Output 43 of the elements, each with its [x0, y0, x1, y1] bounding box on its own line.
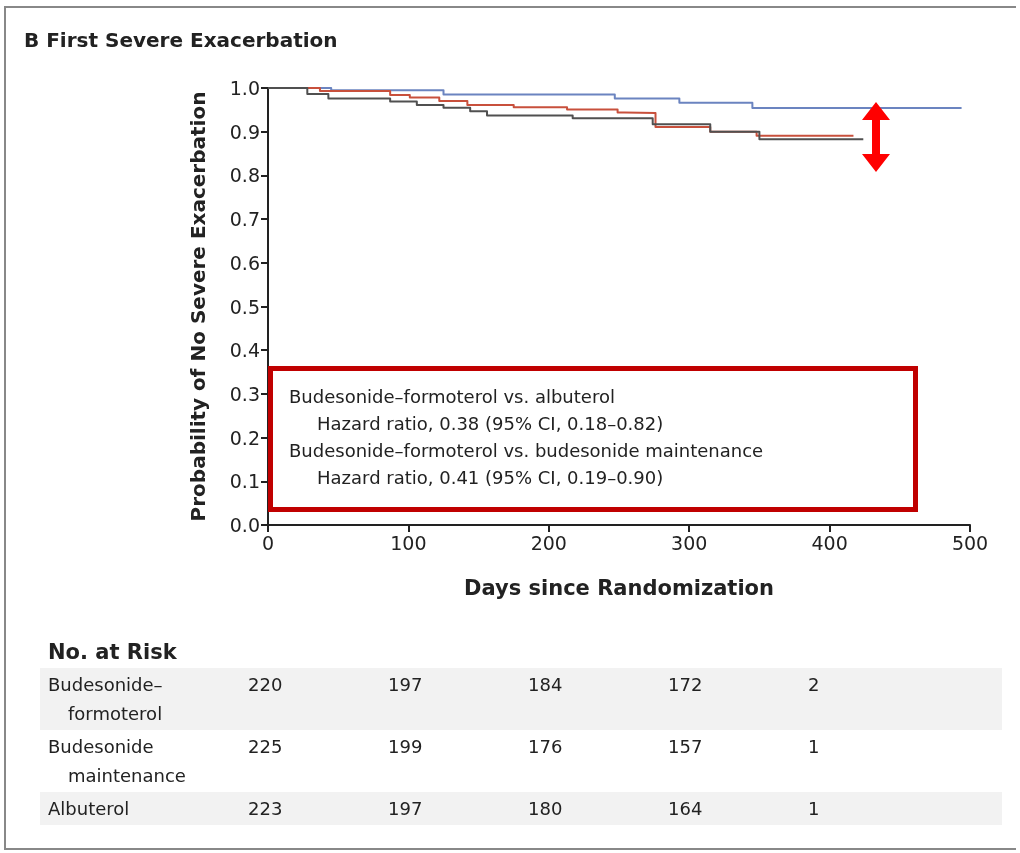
y-tick-label: 0.4	[229, 339, 260, 362]
y-tick-label: 0.9	[229, 120, 260, 143]
y-tick-label: 0.5	[229, 295, 260, 318]
y-tick-label: 0.7	[229, 208, 260, 231]
text: 197	[388, 673, 424, 697]
y-tick-label: 0.1	[229, 470, 260, 493]
text: 223	[248, 797, 284, 821]
y-axis-title: Probability of No Severe Exacerbation	[186, 91, 210, 522]
text: Budesonide maintenance	[47, 735, 187, 788]
text: 180	[528, 797, 564, 821]
x-axis-title: Days since Randomization	[464, 575, 774, 600]
text: 199	[388, 735, 424, 759]
x-tick-label: 200	[530, 531, 567, 554]
y-tick-label: 0.8	[229, 164, 260, 187]
y-tick-label: 0.3	[229, 382, 260, 405]
y-tick-label: 0.0	[229, 514, 260, 536]
x-tick-label: 100	[390, 531, 427, 554]
y-tick-label: 0.2	[229, 426, 260, 449]
y-tick-label: 0.6	[229, 251, 260, 274]
text: 1	[808, 735, 821, 759]
text: 176	[528, 735, 564, 759]
text: 220	[248, 673, 284, 697]
x-tick-label: 300	[671, 531, 708, 554]
text: 225	[248, 735, 284, 759]
y-tick-label: 1.0	[229, 77, 260, 99]
text: 172	[668, 673, 704, 697]
annotation: Hazard ratio, 0.41 (95% CI, 0.19–0.90)	[316, 466, 665, 490]
x-tick-label: 400	[811, 531, 848, 554]
text: 1	[808, 797, 821, 821]
text: 197	[388, 797, 424, 821]
annotation: Budesonide–formoterol vs. budesonide maintenance	[289, 439, 765, 463]
annotation: Hazard ratio, 0.38 (95% CI, 0.18–0.82)	[316, 412, 665, 436]
x-tick-label: 0	[261, 531, 275, 554]
annotation: Budesonide–formoterol vs. albuterol	[289, 385, 616, 409]
text: No. at Risk	[47, 639, 178, 666]
text: 184	[528, 673, 564, 697]
text: 164	[668, 797, 704, 821]
chart-title: B First Severe Exacerbation	[24, 28, 338, 52]
x-tick-label: 500	[951, 531, 989, 554]
text: 157	[668, 735, 704, 759]
text: Budesonide–formoterol	[47, 673, 164, 726]
text: Albuterol	[47, 797, 131, 821]
text: 2	[808, 673, 821, 697]
